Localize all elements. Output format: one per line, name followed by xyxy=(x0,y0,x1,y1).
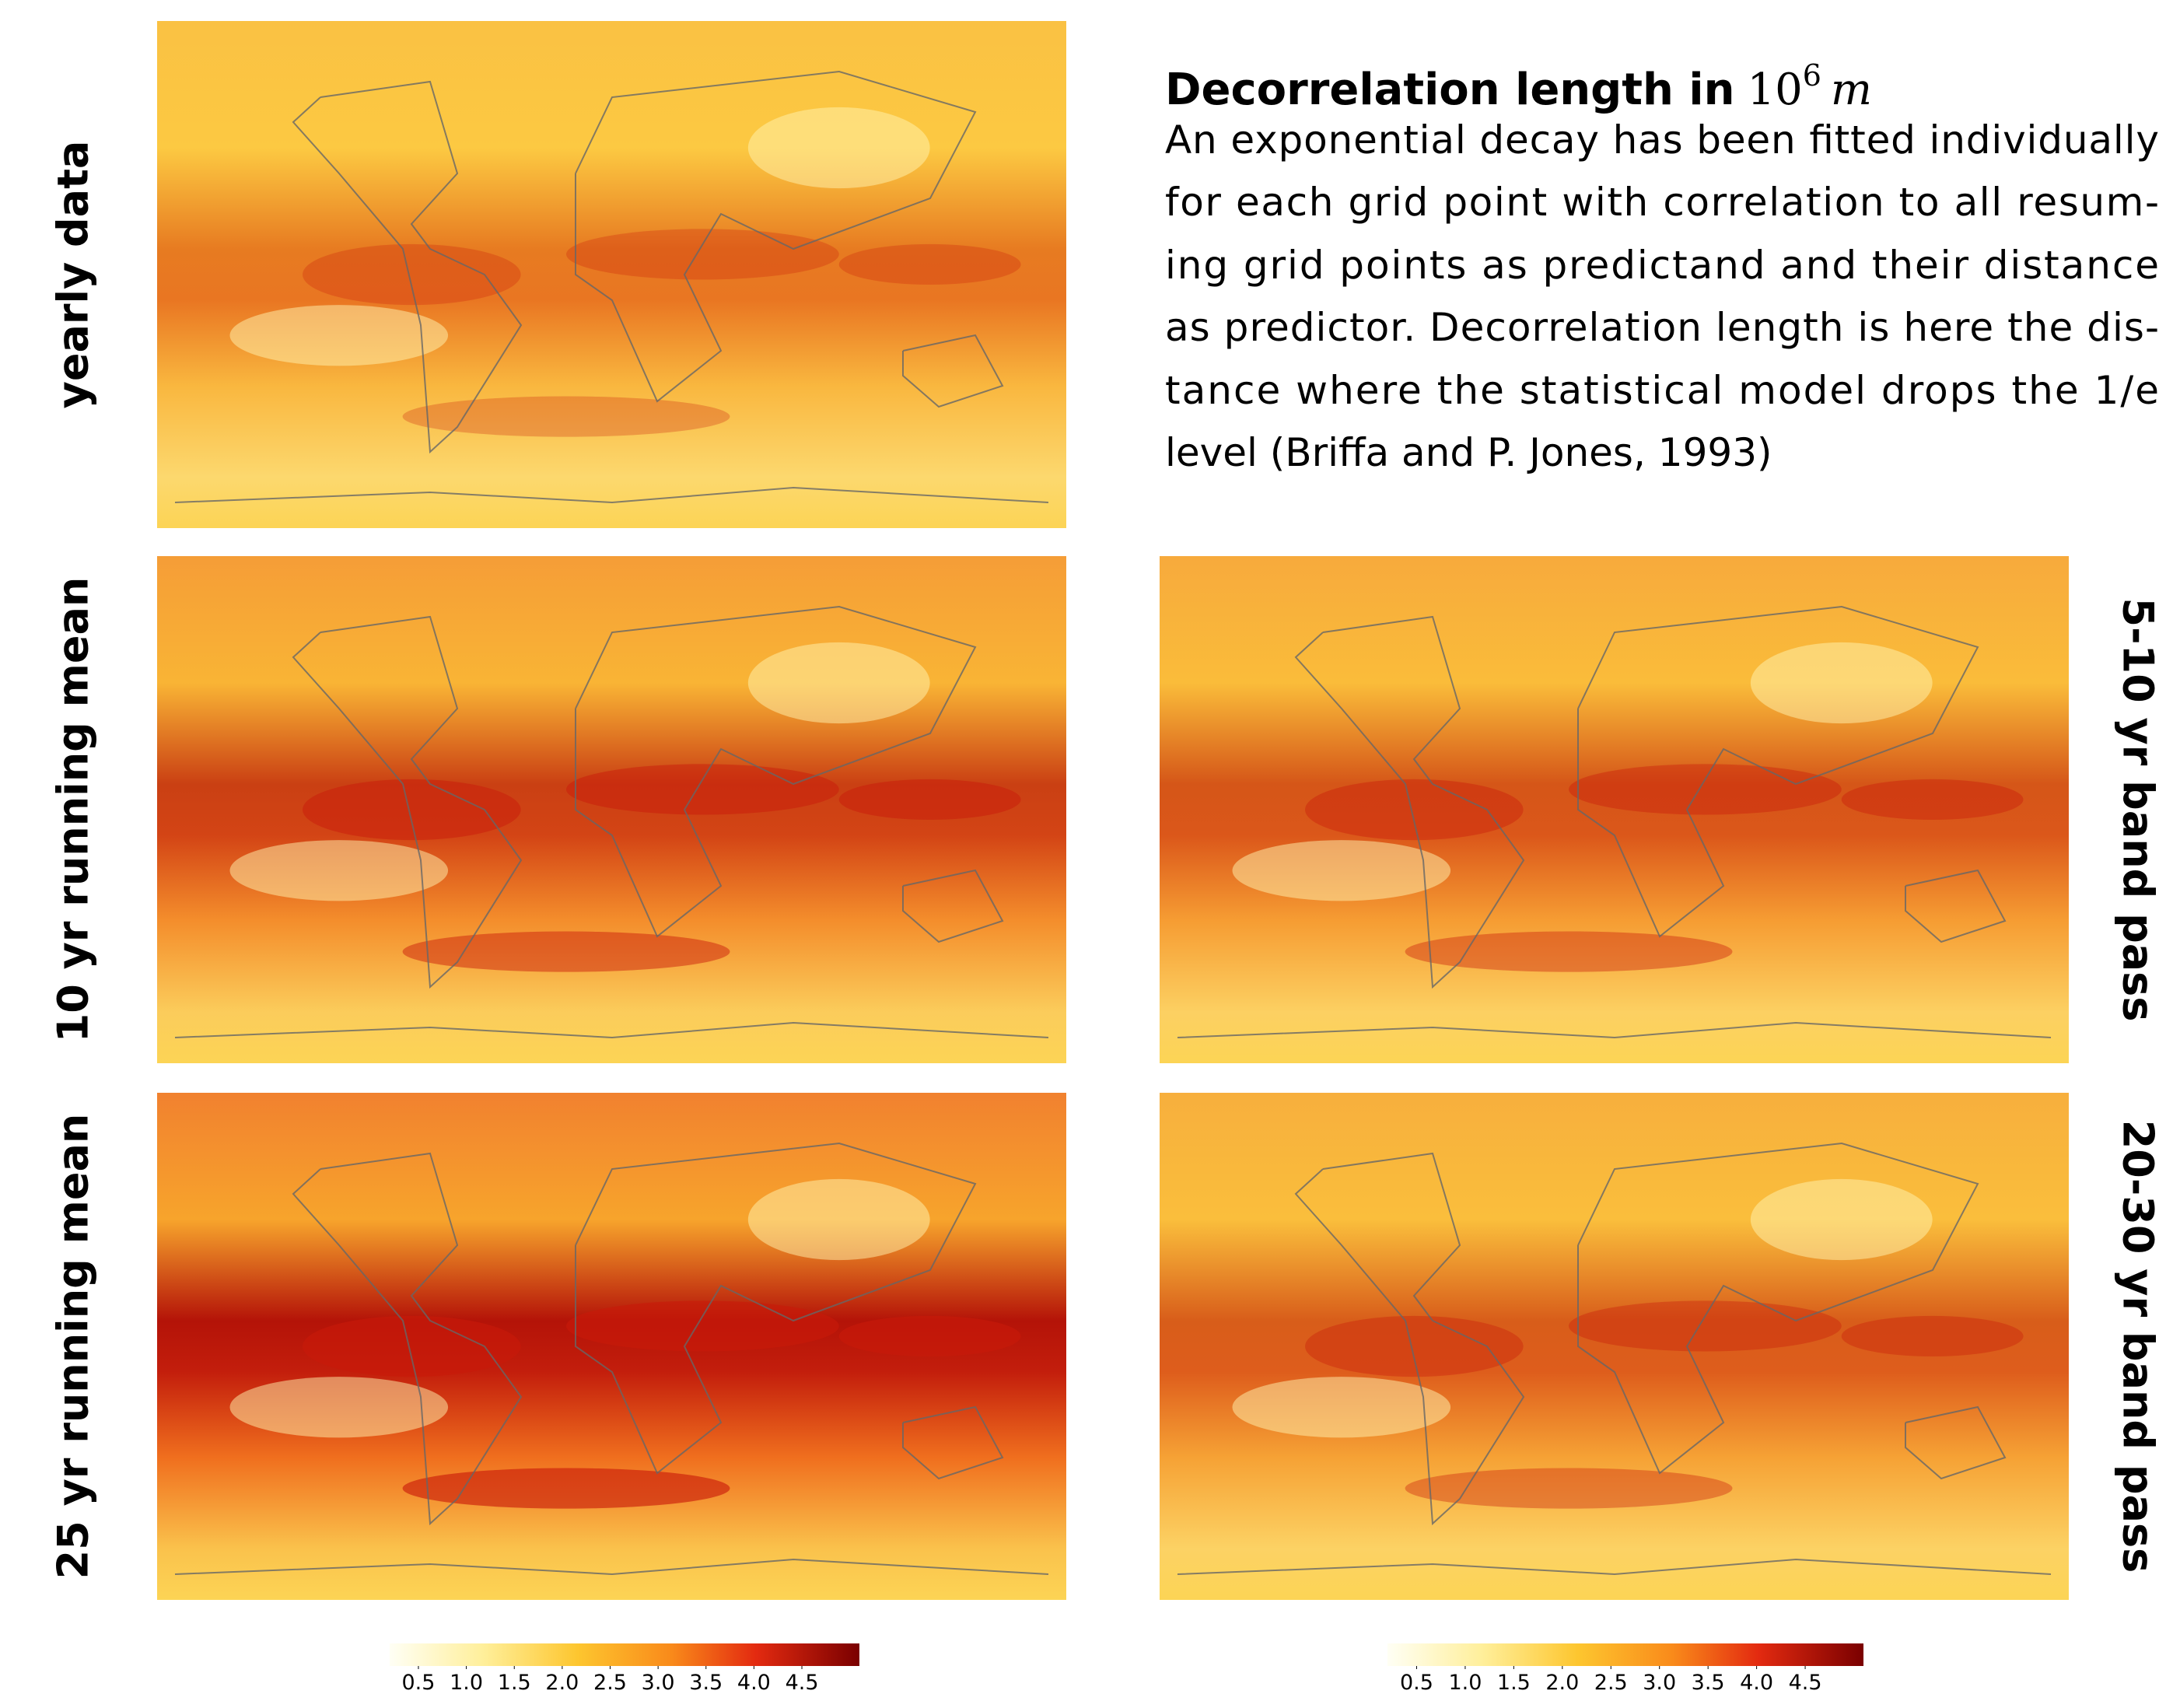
colorbar-tick-label: 3.0 xyxy=(1643,1671,1676,1695)
map-shading xyxy=(1305,779,1524,840)
colorbar-tick-label: 3.0 xyxy=(642,1671,675,1695)
map-shading xyxy=(566,229,839,279)
map-shading xyxy=(748,107,930,188)
map-shading xyxy=(1569,1300,1842,1351)
page: { "title": {"text": "Decorrelation lengt… xyxy=(0,0,2180,1705)
description-line: as predictor. Decorrelation length is he… xyxy=(1165,305,2159,350)
colorbar xyxy=(1387,1643,1863,1666)
map-shading xyxy=(1405,931,1733,971)
map-shading xyxy=(230,840,449,901)
colorbar xyxy=(390,1643,859,1666)
map-shading xyxy=(1405,1468,1733,1508)
colorbar-tick-label: 1.5 xyxy=(498,1671,531,1695)
colorbar-tick-label: 4.0 xyxy=(1740,1671,1773,1695)
map-shading xyxy=(403,931,730,971)
colorbar-tick-label: 1.5 xyxy=(1497,1671,1531,1695)
title-base: 10 xyxy=(1747,65,1802,115)
map-shading xyxy=(303,779,521,840)
map-shading xyxy=(303,244,521,305)
row-label: 25 yr running mean xyxy=(49,1114,98,1580)
map-shading xyxy=(1751,642,1933,723)
map-shading xyxy=(303,1316,521,1377)
map-shading xyxy=(403,1468,730,1508)
colorbar-tick-label: 2.5 xyxy=(593,1671,627,1695)
map-shading xyxy=(1842,779,2024,820)
description-line: An exponential decay has been fitted ind… xyxy=(1165,117,2159,163)
map-shading xyxy=(566,1300,839,1351)
title-text: Decorrelation length in xyxy=(1165,65,1734,115)
colorbar-tick-label: 1.0 xyxy=(1448,1671,1482,1695)
title-unit: m xyxy=(1831,65,1872,115)
colorbar-tick-label: 2.5 xyxy=(1594,1671,1628,1695)
colorbar-tick-label: 0.5 xyxy=(402,1671,436,1695)
map-shading xyxy=(839,1316,1021,1356)
colorbar-tick-label: 3.5 xyxy=(689,1671,723,1695)
colorbar-tick-label: 4.5 xyxy=(1789,1671,1822,1695)
description-line: for each grid point with correlation to … xyxy=(1165,180,2159,225)
description-line: tance where the statistical model drops … xyxy=(1165,368,2159,413)
row-label: 20-30 yr band pass xyxy=(2113,1120,2162,1573)
colorbar-tick-label: 4.5 xyxy=(786,1671,819,1695)
map-shading xyxy=(1751,1179,1933,1260)
map-shading xyxy=(403,396,730,436)
map-shading xyxy=(566,764,839,814)
map-shading xyxy=(748,642,930,723)
colorbar-tick-label: 2.0 xyxy=(1545,1671,1579,1695)
colorbar-tick-label: 4.0 xyxy=(737,1671,771,1695)
map-shading xyxy=(1305,1316,1524,1377)
map-shading xyxy=(230,305,449,366)
map-shading xyxy=(748,1179,930,1260)
colorbar-tick-label: 3.5 xyxy=(1692,1671,1725,1695)
map-shading xyxy=(839,244,1021,285)
map-shading xyxy=(1569,764,1842,814)
map-shading xyxy=(230,1377,449,1437)
map-shading xyxy=(1233,840,1451,901)
map-shading xyxy=(1233,1377,1451,1437)
description-line: level (Briffa and P. Jones, 1993) xyxy=(1165,430,1772,475)
figure: Decorrelation length in 106m An exponenti… xyxy=(0,0,2180,1705)
map-shading xyxy=(839,779,1021,820)
colorbar-tick-label: 2.0 xyxy=(545,1671,579,1695)
row-label: 10 yr running mean xyxy=(49,577,98,1043)
row-label: 5-10 yr band pass xyxy=(2113,598,2162,1022)
title-exponent: 6 xyxy=(1803,58,1821,93)
map-shading xyxy=(1842,1316,2024,1356)
description-line: ing grid points as predictand and their … xyxy=(1165,243,2159,288)
row-label: yearly data xyxy=(49,141,98,409)
colorbar-tick-label: 1.0 xyxy=(450,1671,483,1695)
colorbar-tick-label: 0.5 xyxy=(1400,1671,1433,1695)
